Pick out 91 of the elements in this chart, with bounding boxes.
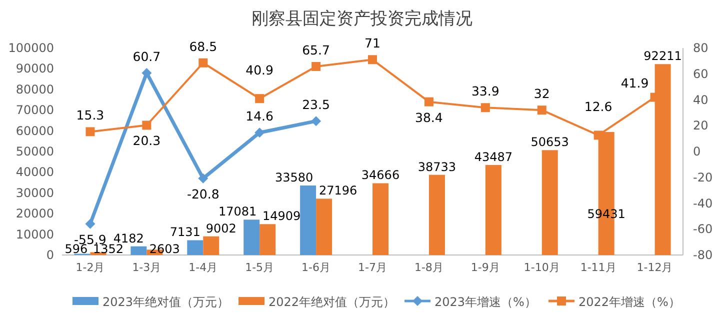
data-label: 65.7 bbox=[302, 42, 330, 58]
data-label: 14.6 bbox=[246, 108, 274, 124]
data-label: 43487 bbox=[474, 150, 513, 164]
y-tick-label: 60000 bbox=[16, 124, 54, 138]
point bbox=[424, 97, 434, 106]
y2-tick-label: 80 bbox=[693, 41, 708, 55]
data-label: -20.8 bbox=[186, 186, 220, 202]
bar bbox=[485, 164, 502, 255]
point bbox=[85, 218, 96, 229]
data-label: 9002 bbox=[206, 221, 236, 236]
x-tick-label: 1-10月 bbox=[524, 261, 560, 274]
y-tick-label: 70000 bbox=[16, 103, 54, 118]
point bbox=[198, 173, 208, 184]
bar bbox=[300, 185, 316, 255]
bar bbox=[372, 183, 388, 255]
x-tick-label: 1-6月 bbox=[302, 261, 331, 274]
legend-label: 2023年绝对值（万元） bbox=[102, 295, 230, 309]
legend-label: 2022年增速（%） bbox=[578, 295, 680, 309]
point bbox=[312, 62, 321, 71]
point bbox=[594, 130, 603, 140]
y-tick-label: 30000 bbox=[16, 186, 54, 200]
bar bbox=[542, 150, 558, 255]
x-tick-label: 1-3月 bbox=[132, 261, 162, 274]
chart-title: 刚察县固定资产投资完成情况 bbox=[252, 9, 472, 29]
y2-tick-label: -60 bbox=[693, 222, 713, 236]
point bbox=[368, 55, 377, 64]
data-label: 15.3 bbox=[76, 108, 104, 123]
point bbox=[537, 106, 546, 115]
data-label: 50653 bbox=[530, 135, 569, 150]
y2-tick-label: 20 bbox=[693, 118, 708, 133]
data-label: 68.5 bbox=[189, 38, 218, 54]
data-label: 4182 bbox=[113, 231, 144, 246]
point bbox=[86, 127, 95, 136]
point bbox=[142, 120, 152, 130]
point bbox=[311, 116, 322, 126]
x-tick-label: 1-2月 bbox=[76, 261, 105, 274]
y2-tick-label: -80 bbox=[693, 248, 713, 262]
point bbox=[480, 103, 490, 112]
legend-label: 2022年绝对值（万元） bbox=[268, 295, 396, 309]
data-label: 27196 bbox=[318, 184, 358, 198]
data-label: 33580 bbox=[274, 170, 314, 184]
bar bbox=[130, 246, 147, 255]
y2-tick-label: -40 bbox=[693, 196, 713, 210]
x-tick-label: 1-11月 bbox=[580, 261, 616, 274]
data-label: 40.9 bbox=[246, 62, 274, 78]
bar bbox=[654, 64, 671, 255]
bar bbox=[244, 220, 260, 255]
data-label: 20.3 bbox=[132, 133, 161, 148]
bar bbox=[428, 174, 445, 255]
y2-tick-label: -20 bbox=[693, 170, 713, 184]
data-label: 32 bbox=[534, 86, 550, 102]
y-tick-label: 50000 bbox=[16, 144, 54, 158]
y-tick-label: 40000 bbox=[16, 165, 54, 180]
data-label: 17081 bbox=[218, 204, 257, 219]
y-tick-label: 100000 bbox=[8, 41, 54, 55]
x-tick-label: 1-7月 bbox=[358, 261, 387, 274]
x-tick-label: 1-4月 bbox=[188, 261, 218, 274]
y2-tick-label: 60 bbox=[693, 66, 708, 81]
data-label: 60.7 bbox=[132, 48, 161, 64]
data-label: 7131 bbox=[170, 225, 200, 240]
data-label: 92211 bbox=[644, 49, 682, 64]
data-label: 34666 bbox=[361, 168, 400, 182]
y-tick-label: 10000 bbox=[16, 227, 54, 242]
legend-label: 2023年增速（%） bbox=[434, 295, 536, 309]
point bbox=[142, 68, 152, 78]
y-tick-label: 20000 bbox=[16, 206, 54, 221]
bar bbox=[316, 198, 332, 255]
data-label: 38.4 bbox=[415, 110, 443, 125]
x-tick-label: 1-8月 bbox=[414, 261, 444, 274]
data-label: 14909 bbox=[262, 209, 301, 224]
bar bbox=[260, 224, 276, 255]
bar bbox=[187, 240, 204, 255]
x-tick-label: 1-9月 bbox=[470, 261, 500, 274]
y-tick-label: 0 bbox=[46, 248, 54, 262]
data-label: 71 bbox=[364, 36, 380, 51]
y2-tick-label: 40 bbox=[693, 92, 708, 107]
y-tick-label: 80000 bbox=[16, 82, 54, 96]
data-label: 41.9 bbox=[620, 75, 649, 90]
x-tick-label: 1-5月 bbox=[245, 261, 274, 274]
data-label: 2603 bbox=[149, 242, 180, 256]
point bbox=[255, 94, 264, 104]
y-tick-label: 90000 bbox=[16, 62, 54, 76]
point bbox=[254, 128, 265, 138]
data-label: 33.9 bbox=[471, 84, 500, 99]
bar bbox=[203, 236, 220, 255]
x-tick-label: 1-12月 bbox=[636, 261, 673, 274]
point bbox=[198, 58, 208, 68]
data-label: 38733 bbox=[418, 160, 456, 174]
data-label: 12.6 bbox=[584, 99, 612, 114]
data-label: 23.5 bbox=[302, 97, 330, 112]
y2-tick-label: 0 bbox=[693, 144, 701, 158]
